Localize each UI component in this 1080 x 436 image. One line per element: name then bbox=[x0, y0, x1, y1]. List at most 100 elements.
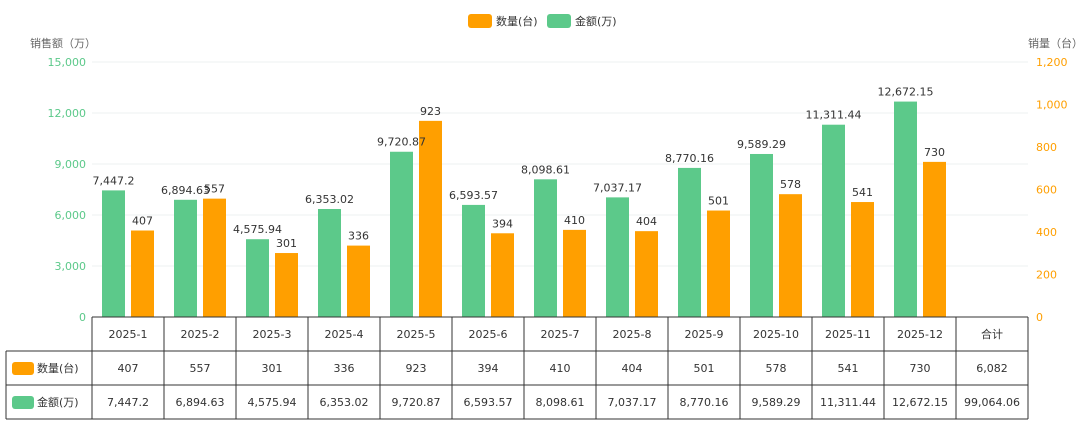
table-total-cell: 6,082 bbox=[976, 362, 1008, 375]
data-label-quantity: 336 bbox=[348, 230, 369, 243]
y-right-tick-label: 600 bbox=[1036, 184, 1057, 197]
table-row-swatch bbox=[12, 362, 34, 375]
y-left-tick-label: 12,000 bbox=[48, 107, 87, 120]
table-cell: 8,098.61 bbox=[536, 396, 585, 409]
x-axis-category-label: 2025-2 bbox=[181, 328, 220, 341]
x-axis-category-label: 2025-1 bbox=[109, 328, 148, 341]
data-label-quantity: 557 bbox=[204, 183, 225, 196]
data-label-amount: 7,037.17 bbox=[593, 181, 642, 194]
data-label-quantity: 501 bbox=[708, 195, 729, 208]
legend-swatch bbox=[547, 14, 571, 28]
data-label-amount: 12,672.15 bbox=[878, 86, 934, 99]
table-cell: 407 bbox=[118, 362, 139, 375]
bar-quantity bbox=[419, 120, 442, 317]
data-label-amount: 8,098.61 bbox=[521, 163, 570, 176]
x-axis-category-label: 2025-3 bbox=[253, 328, 292, 341]
data-label-quantity: 407 bbox=[132, 215, 153, 228]
y-left-tick-label: 9,000 bbox=[55, 158, 87, 171]
bar-quantity bbox=[635, 231, 658, 317]
bar-quantity bbox=[491, 233, 514, 317]
x-axis-category-label: 2025-6 bbox=[469, 328, 508, 341]
data-label-amount: 9,720.87 bbox=[377, 136, 426, 149]
table-cell: 9,589.29 bbox=[752, 396, 801, 409]
y-left-tick-label: 3,000 bbox=[55, 260, 87, 273]
data-label-quantity: 394 bbox=[492, 217, 513, 230]
table-cell: 541 bbox=[838, 362, 859, 375]
x-axis-category-label: 2025-5 bbox=[397, 328, 436, 341]
bar-quantity bbox=[347, 245, 370, 317]
y-left-tick-label: 0 bbox=[79, 311, 86, 324]
bar-amount bbox=[246, 239, 269, 317]
table-row-swatch bbox=[12, 396, 34, 409]
bar-quantity bbox=[203, 198, 226, 317]
table-cell: 923 bbox=[406, 362, 427, 375]
bar-quantity bbox=[563, 229, 586, 317]
bar-amount bbox=[318, 208, 341, 317]
data-label-quantity: 410 bbox=[564, 214, 585, 227]
table-cell: 578 bbox=[766, 362, 787, 375]
table-total-header: 合计 bbox=[981, 327, 1003, 341]
x-axis-category-label: 2025-8 bbox=[613, 328, 652, 341]
table-total-cell: 99,064.06 bbox=[964, 396, 1020, 409]
legend-label: 金额(万) bbox=[575, 14, 617, 28]
data-label-quantity: 923 bbox=[420, 105, 441, 118]
table-cell: 501 bbox=[694, 362, 715, 375]
bar-quantity bbox=[707, 210, 730, 317]
table-cell: 8,770.16 bbox=[680, 396, 729, 409]
data-label-amount: 7,447.2 bbox=[93, 174, 135, 187]
bar-quantity bbox=[275, 253, 298, 317]
data-label-amount: 6,353.02 bbox=[305, 193, 354, 206]
bar-amount bbox=[606, 197, 629, 317]
data-label-quantity: 541 bbox=[852, 186, 873, 199]
legend-swatch bbox=[468, 14, 492, 28]
data-label-quantity: 404 bbox=[636, 215, 657, 228]
bar-quantity bbox=[779, 194, 802, 317]
table-cell: 4,575.94 bbox=[248, 396, 297, 409]
table-cell: 9,720.87 bbox=[392, 396, 441, 409]
y-right-tick-label: 400 bbox=[1036, 226, 1057, 239]
x-axis-category-label: 2025-11 bbox=[825, 328, 871, 341]
bar-amount bbox=[750, 153, 773, 317]
bar-quantity bbox=[923, 161, 946, 317]
data-label-quantity: 730 bbox=[924, 146, 945, 159]
x-axis-category-label: 2025-7 bbox=[541, 328, 580, 341]
legend-label: 数量(台) bbox=[496, 14, 538, 28]
data-label-amount: 9,589.29 bbox=[737, 138, 786, 151]
table-cell: 404 bbox=[622, 362, 643, 375]
y-left-tick-label: 6,000 bbox=[55, 209, 87, 222]
table-cell: 7,447.2 bbox=[107, 396, 149, 409]
x-axis-category-label: 2025-9 bbox=[685, 328, 724, 341]
bar-amount bbox=[894, 101, 917, 317]
x-axis-category-label: 2025-12 bbox=[897, 328, 943, 341]
y-right-tick-label: 1,200 bbox=[1036, 56, 1068, 69]
bar-amount bbox=[174, 199, 197, 317]
bar-quantity bbox=[851, 202, 874, 317]
y-right-tick-label: 1,000 bbox=[1036, 99, 1068, 112]
bar-quantity bbox=[131, 230, 154, 317]
y-right-tick-label: 200 bbox=[1036, 269, 1057, 282]
table-cell: 12,672.15 bbox=[892, 396, 948, 409]
table-cell: 6,593.57 bbox=[464, 396, 513, 409]
table-cell: 7,037.17 bbox=[608, 396, 657, 409]
data-label-quantity: 301 bbox=[276, 237, 297, 250]
bar-amount bbox=[534, 179, 557, 317]
table-cell: 410 bbox=[550, 362, 571, 375]
data-label-amount: 6,593.57 bbox=[449, 189, 498, 202]
bar-amount bbox=[390, 151, 413, 317]
table-cell: 336 bbox=[334, 362, 355, 375]
data-label-quantity: 578 bbox=[780, 178, 801, 191]
y-right-tick-label: 0 bbox=[1036, 311, 1043, 324]
data-label-amount: 6,894.63 bbox=[161, 184, 210, 197]
y-left-axis-title: 销售额（万） bbox=[30, 36, 96, 50]
table-cell: 6,894.63 bbox=[176, 396, 225, 409]
bar-amount bbox=[678, 167, 701, 317]
table-cell: 6,353.02 bbox=[320, 396, 369, 409]
data-label-amount: 4,575.94 bbox=[233, 223, 282, 236]
table-row-label: 金额(万) bbox=[37, 395, 79, 409]
x-axis-category-label: 2025-10 bbox=[753, 328, 799, 341]
y-left-tick-label: 15,000 bbox=[48, 56, 87, 69]
bar-amount bbox=[822, 124, 845, 317]
table-row-label: 数量(台) bbox=[37, 361, 79, 375]
